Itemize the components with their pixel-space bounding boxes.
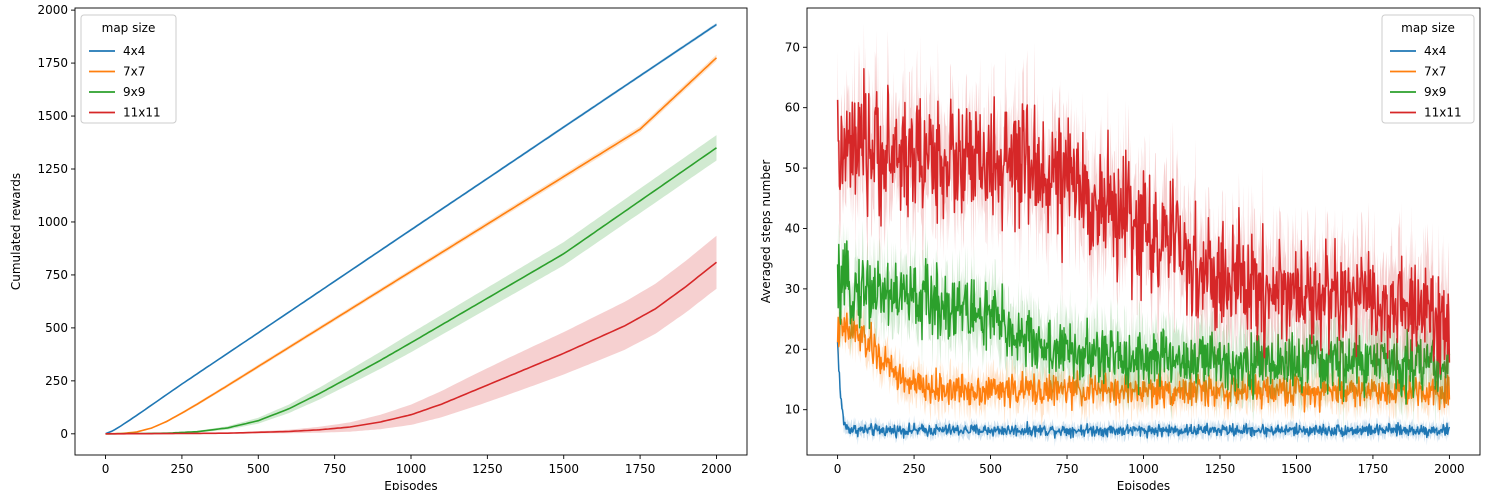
x-tick-label: 500 bbox=[979, 462, 1002, 476]
x-tick-label: 750 bbox=[323, 462, 346, 476]
x-tick-label: 1250 bbox=[472, 462, 503, 476]
x-tick-label: 750 bbox=[1056, 462, 1079, 476]
series-9x9-confidence-band bbox=[105, 135, 717, 434]
x-tick-label: 1000 bbox=[1128, 462, 1159, 476]
legend-title: map size bbox=[1401, 21, 1455, 35]
x-tick-label: 2000 bbox=[1434, 462, 1465, 476]
y-tick-label: 2000 bbox=[37, 3, 68, 17]
y-tick-label: 30 bbox=[785, 282, 800, 296]
y-tick-label: 1000 bbox=[37, 215, 68, 229]
y-tick-label: 0 bbox=[60, 427, 68, 441]
legend-box bbox=[1381, 14, 1475, 124]
x-tick-label: 1000 bbox=[396, 462, 427, 476]
legend-entry-label: 11x11 bbox=[123, 106, 161, 120]
series-11x11-confidence-band bbox=[105, 235, 717, 434]
x-tick-label: 250 bbox=[170, 462, 193, 476]
y-tick-label: 70 bbox=[785, 40, 800, 54]
series-9x9-line bbox=[105, 147, 717, 435]
x-tick-label: 1750 bbox=[625, 462, 656, 476]
y-tick-label: 750 bbox=[45, 268, 68, 282]
legend-entry-label: 9x9 bbox=[123, 85, 145, 99]
x-axis-label: Episodes bbox=[1117, 479, 1170, 490]
series-11x11-line bbox=[105, 261, 718, 435]
x-axis-label: Episodes bbox=[384, 479, 437, 490]
x-tick-label: 1500 bbox=[1281, 462, 1312, 476]
legend-entry-label: 11x11 bbox=[1424, 106, 1462, 120]
y-tick-label: 40 bbox=[785, 221, 800, 235]
y-tick-label: 20 bbox=[785, 342, 800, 356]
y-tick-label: 500 bbox=[45, 321, 68, 335]
y-tick-label: 1500 bbox=[37, 109, 68, 123]
legend-entry-label: 4x4 bbox=[123, 44, 145, 58]
series-4x4-confidence-band bbox=[837, 335, 1450, 447]
plot-area bbox=[836, 22, 1451, 447]
x-tick-label: 0 bbox=[102, 462, 110, 476]
plot-area bbox=[105, 22, 718, 435]
series-4x4-line bbox=[836, 341, 1451, 439]
y-tick-label: 50 bbox=[785, 161, 800, 175]
x-tick-label: 0 bbox=[834, 462, 842, 476]
legend: map size 4x4 7x7 9x9 11x11 bbox=[80, 14, 177, 124]
y-tick-label: 1750 bbox=[37, 56, 68, 70]
series-7x7-confidence-band bbox=[105, 54, 717, 434]
legend-title: map size bbox=[102, 21, 156, 35]
y-axis-label: Cumulated rewards bbox=[9, 173, 23, 290]
legend-entry-label: 7x7 bbox=[123, 65, 145, 79]
left-chart-panel: 0 250 500 750 1000 1250 1500 1750 2000 0 250 500 750… bbox=[9, 3, 748, 490]
legend-box bbox=[80, 14, 177, 124]
x-tick-label: 500 bbox=[247, 462, 270, 476]
series-11x11-line bbox=[836, 67, 1451, 375]
legend-entry-label: 4x4 bbox=[1424, 44, 1446, 58]
x-tick-label: 1750 bbox=[1358, 462, 1389, 476]
series-4x4-confidence-band bbox=[105, 22, 717, 434]
legend: map size 4x4 7x7 9x9 11x11 bbox=[1381, 14, 1475, 124]
x-tick-label: 1250 bbox=[1205, 462, 1236, 476]
series-7x7-line bbox=[105, 57, 718, 435]
x-tick-label: 1500 bbox=[548, 462, 579, 476]
y-tick-label: 60 bbox=[785, 101, 800, 115]
series-4x4-line bbox=[105, 23, 717, 435]
y-tick-label: 1250 bbox=[37, 162, 68, 176]
x-tick-label: 250 bbox=[903, 462, 926, 476]
series-9x9-line bbox=[836, 240, 1451, 405]
legend-entry-label: 7x7 bbox=[1424, 65, 1446, 79]
y-tick-label: 250 bbox=[45, 374, 68, 388]
y-axis-label: Averaged steps number bbox=[759, 160, 773, 304]
series-7x7-line bbox=[836, 311, 1451, 413]
legend-entry-label: 9x9 bbox=[1424, 85, 1446, 99]
series-9x9-confidence-band bbox=[837, 220, 1450, 441]
x-tick-label: 2000 bbox=[701, 462, 732, 476]
y-tick-label: 10 bbox=[785, 403, 800, 417]
right-chart-panel: 0 250 500 750 1000 1250 1500 1750 2000 10 20 30 40 50… bbox=[759, 7, 1481, 490]
